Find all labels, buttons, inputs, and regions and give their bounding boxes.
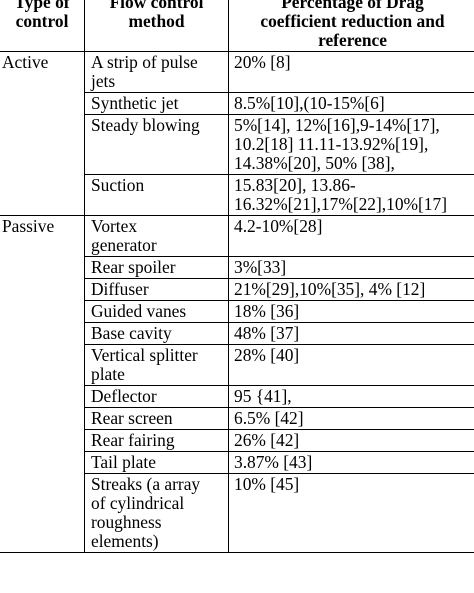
method-cell: Rear spoiler — [84, 256, 229, 279]
header-flow-control-method: Flow control method — [84, 0, 229, 52]
method-cell: Vertical splitter plate — [84, 344, 229, 386]
method-cell: Base cavity — [84, 322, 229, 345]
drag-reduction-cell: 95 {41], — [228, 385, 474, 408]
table-body: Active A strip of pulse jets 20% [8] Synthet… — [0, 51, 474, 553]
table-row: Base cavity 48% [37] — [0, 322, 474, 345]
method-cell: Guided vanes — [84, 300, 229, 323]
drag-reduction-cell: 3%[33] — [228, 256, 474, 279]
drag-reduction-cell: 18% [36] — [228, 300, 474, 323]
control-type-cell: Passive — [0, 215, 85, 553]
table-row: Rear fairing 26% [42] — [0, 429, 474, 452]
table-row: Passive Vortex generator 4.2-10%[28] — [0, 215, 474, 553]
method-cell: A strip of pulse jets — [84, 51, 229, 93]
drag-reduction-cell: 3.87% [43] — [228, 451, 474, 474]
method-cell: Rear screen — [84, 407, 229, 430]
drag-reduction-cell: 26% [42] — [228, 429, 474, 452]
drag-reduction-cell: 21%[29],10%[35], 4% [12] — [228, 278, 474, 301]
table-row: Guided vanes 18% [36] — [0, 300, 474, 323]
method-cell: Deflector — [84, 385, 229, 408]
method-cell: Streaks (a array of cylindrical roughness e… — [84, 473, 229, 553]
header-drag-reduction: Percentage of Drag coefficient reduction… — [228, 0, 474, 52]
drag-reduction-cell: 10% [45] — [228, 473, 474, 553]
table-row: Streaks (a array of cylindrical roughness e… — [0, 473, 474, 553]
table-row: Rear spoiler 3%[33] — [0, 256, 474, 279]
drag-reduction-cell: 8.5%[10],(10-15%[6] — [228, 92, 474, 115]
drag-reduction-cell: 4.2-10%[28] — [228, 215, 474, 257]
method-cell: Suction — [84, 174, 229, 216]
drag-reduction-cell: 20% [8] — [228, 51, 474, 93]
table-row: Active A strip of pulse jets 20% [8] — [0, 51, 474, 216]
control-type-cell: Active — [0, 51, 85, 216]
table-row: Rear screen 6.5% [42] — [0, 407, 474, 430]
table-row: Vertical splitter plate 28% [40] — [0, 344, 474, 386]
table-header: Type of control Flow control method Perc… — [0, 0, 474, 52]
drag-reduction-cell: 5%[14], 12%[16],9-14%[17], 10.2[18] 11.11… — [228, 114, 474, 175]
method-cell: Synthetic jet — [84, 92, 229, 115]
method-cell: Tail plate — [84, 451, 229, 474]
header-row: Type of control Flow control method Perc… — [0, 0, 474, 52]
method-cell: Steady blowing — [84, 114, 229, 175]
method-cell: Rear fairing — [84, 429, 229, 452]
table-row: Diffuser 21%[29],10%[35], 4% [12] — [0, 278, 474, 301]
table-row: Tail plate 3.87% [43] — [0, 451, 474, 474]
drag-reduction-cell: 15.83[20], 13.86- 16.32%[21],17%[22],10%[… — [228, 174, 474, 216]
drag-reduction-table: Type of control Flow control method Perc… — [0, 0, 474, 553]
drag-reduction-cell: 28% [40] — [228, 344, 474, 386]
drag-reduction-cell: 48% [37] — [228, 322, 474, 345]
drag-reduction-cell: 6.5% [42] — [228, 407, 474, 430]
method-cell: Diffuser — [84, 278, 229, 301]
table-row: Steady blowing 5%[14], 12%[16],9-14%[17],… — [0, 114, 474, 175]
header-type-of-control: Type of control — [0, 0, 85, 52]
method-cell: Vortex generator — [84, 215, 229, 257]
